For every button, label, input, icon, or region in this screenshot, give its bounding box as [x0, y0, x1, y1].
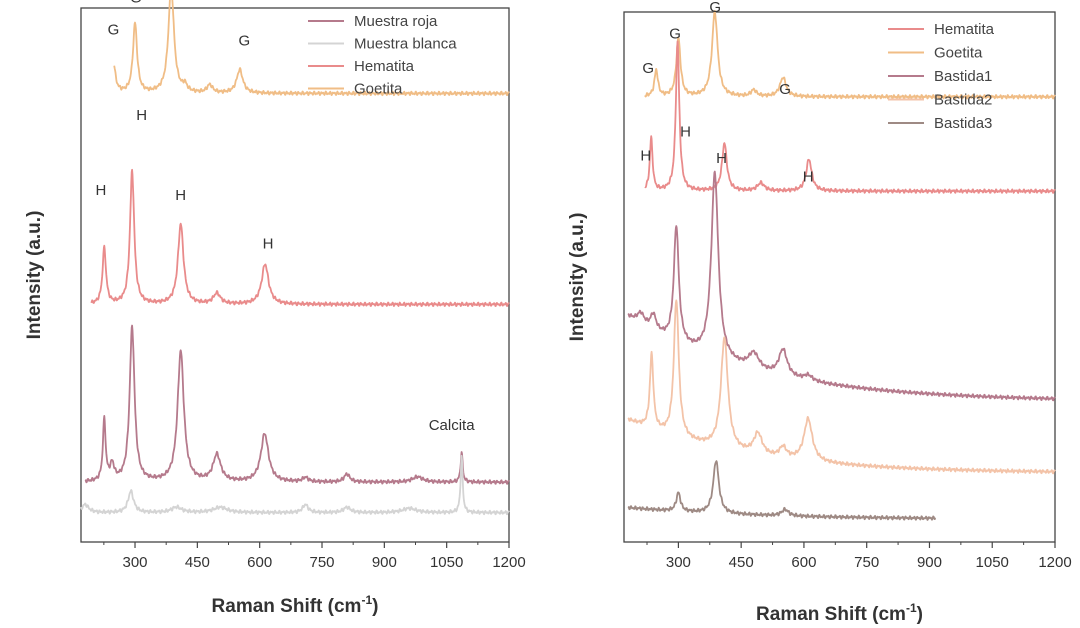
peak-label-g: G — [642, 60, 654, 77]
peak-label-g: G — [709, 0, 721, 16]
peak-label-h: H — [640, 147, 651, 164]
peak-label-g: G — [779, 81, 791, 98]
peak-label-h: H — [680, 124, 691, 141]
legend-label-hematita: Hematita — [354, 58, 415, 75]
legend-label-bastida3: Bastida3 — [934, 115, 992, 132]
plot-frame — [80, 7, 510, 543]
right-raman-chart: 300 450 600 750 900 1050 1200 Raman Shift (cm-1… — [567, 0, 1072, 625]
x-tick-label: 1050 — [976, 554, 1009, 571]
series-line-goetita — [644, 10, 1056, 100]
annotation-calcita: Calcita — [429, 417, 476, 434]
peak-label-g: G — [669, 26, 681, 43]
peak-label-g: G — [108, 22, 120, 39]
x-axis-title: Raman Shift (cm-1) — [756, 601, 923, 625]
series-line-bastida1 — [627, 170, 1056, 402]
legend-label-muestra-blanca: Muestra blanca — [354, 36, 457, 53]
x-tick-label: 1200 — [1038, 554, 1071, 571]
peak-label-g: G — [130, 0, 142, 7]
x-tick-label: 1050 — [430, 554, 463, 571]
plot-frame — [623, 11, 1056, 543]
legend-label-goetita: Goetita — [934, 45, 983, 62]
peak-label-h: H — [96, 182, 107, 199]
peak-label-g: G — [238, 32, 250, 49]
x-tick-label: 450 — [729, 554, 754, 571]
x-tick-label: 750 — [309, 554, 334, 571]
peak-label-h: H — [175, 187, 186, 204]
x-axis-title: Raman Shift (cm-1) — [212, 593, 379, 617]
x-tick-label: 450 — [185, 554, 210, 571]
x-tick-label: 1200 — [492, 554, 525, 571]
x-tick-label: 900 — [372, 554, 397, 571]
peak-label-h: H — [803, 169, 814, 186]
x-tick-label: 600 — [247, 554, 272, 571]
x-tick-label: 600 — [791, 554, 816, 571]
series-line-bastida2 — [627, 299, 1056, 475]
series-line-hematita — [90, 168, 510, 307]
x-tick-label: 900 — [917, 554, 942, 571]
series-line-muestra-blanca — [80, 454, 510, 516]
peak-label-h: H — [136, 107, 147, 124]
series-line-hematita — [644, 40, 1056, 194]
legend-label-muestra-roja: Muestra roja — [354, 13, 438, 30]
x-tick-label: 300 — [123, 554, 148, 571]
x-tick-label: 300 — [666, 554, 691, 571]
peak-label-h: H — [263, 235, 274, 252]
series-line-goetita — [113, 0, 510, 97]
legend-label-bastida1: Bastida1 — [934, 68, 992, 85]
peak-label-h: H — [716, 150, 727, 167]
legend-label-goetita: Goetita — [354, 81, 403, 98]
x-tick-label: 750 — [854, 554, 879, 571]
y-axis-title: Intensity (a.u.) — [24, 211, 45, 340]
series-line-muestra-roja — [84, 324, 510, 485]
legend-label-hematita: Hematita — [934, 21, 995, 38]
left-raman-chart: 300 450 600 750 900 1050 1200 Raman Shift (cm-1… — [24, 0, 526, 617]
y-axis-title: Intensity (a.u.) — [567, 213, 588, 342]
legend-label-bastida2: Bastida2 — [934, 92, 992, 109]
series-line-bastida3 — [627, 460, 937, 521]
